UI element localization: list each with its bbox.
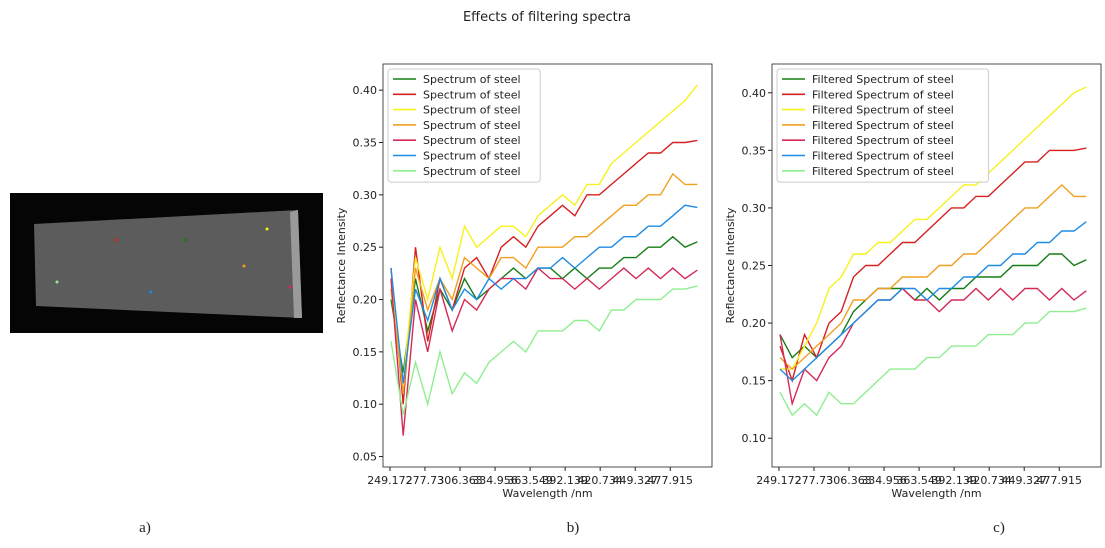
panel-label: a): [139, 520, 151, 536]
y-tick-label: 0.30: [353, 189, 378, 202]
y-tick-label: 0.40: [353, 84, 378, 97]
x-tick-label: 477.915: [1036, 474, 1082, 487]
x-tick-label: 449.327: [612, 474, 658, 487]
spectrum-line: [390, 84, 698, 384]
x-axis-label: Wavelength /nm: [502, 487, 592, 500]
x-tick-label: 277.73: [795, 474, 834, 487]
x-tick-label: 363.549: [896, 474, 942, 487]
spectrum-line: [779, 287, 1087, 407]
legend-label: Filtered Spectrum of steel: [812, 119, 954, 132]
sample-edge: [290, 210, 302, 318]
legend-label: Spectrum of steel: [423, 119, 521, 132]
legend-label: Filtered Spectrum of steel: [812, 150, 954, 163]
x-tick-label: 334.956: [472, 474, 518, 487]
steel-image: [10, 193, 323, 333]
legend-label: Spectrum of steel: [423, 134, 521, 147]
spectrum-line: [390, 285, 698, 415]
legend-label: Spectrum of steel: [423, 104, 521, 117]
panel-label: b): [567, 520, 580, 536]
plot-frame: [382, 63, 713, 468]
legend-label: Filtered Spectrum of steel: [812, 165, 954, 178]
spectrum-line: [779, 221, 1087, 382]
x-tick-label: 392.139: [931, 474, 977, 487]
legend-label: Spectrum of steel: [423, 88, 521, 101]
legend-label: Spectrum of steel: [423, 73, 521, 86]
sample-point: [55, 280, 59, 284]
x-tick-label: 249.172: [756, 474, 802, 487]
sample-point: [242, 264, 246, 268]
y-tick-label: 0.30: [742, 202, 767, 215]
y-tick-label: 0.20: [742, 317, 767, 330]
spectrum-line: [390, 172, 698, 394]
y-tick-label: 0.40: [742, 87, 767, 100]
spectrum-line: [779, 307, 1087, 417]
sample-point: [183, 238, 187, 242]
sample-point: [265, 227, 269, 231]
plot-frame: [771, 63, 1102, 468]
y-tick-label: 0.20: [353, 294, 378, 307]
steel-sample: [34, 210, 302, 318]
y-tick-label: 0.15: [353, 346, 378, 359]
y-tick-label: 0.10: [742, 432, 767, 445]
spectrum-line: [779, 147, 1087, 383]
x-tick-label: 277.73: [406, 474, 445, 487]
y-tick-label: 0.35: [742, 144, 767, 157]
x-tick-label: 420.734: [577, 474, 623, 487]
y-tick-label: 0.25: [742, 260, 767, 273]
spectrum-line: [390, 267, 698, 436]
x-tick-label: 363.549: [507, 474, 553, 487]
y-tick-label: 0.05: [353, 451, 378, 464]
legend-box: [387, 68, 541, 183]
x-axis-label: Wavelength /nm: [891, 487, 981, 500]
legend-label: Spectrum of steel: [423, 165, 521, 178]
y-axis-label: Reflectance Intensity: [335, 207, 348, 323]
legend-box: [776, 68, 990, 183]
figure-title: Effects of filtering spectra: [463, 10, 631, 25]
legend-label: Spectrum of steel: [423, 150, 521, 163]
sample-point: [114, 238, 118, 242]
spectrum-line: [779, 183, 1087, 371]
y-tick-label: 0.25: [353, 241, 378, 254]
x-tick-label: 477.915: [647, 474, 693, 487]
legend-label: Filtered Spectrum of steel: [812, 104, 954, 117]
legend-label: Filtered Spectrum of steel: [812, 134, 954, 147]
legend-label: Filtered Spectrum of steel: [812, 88, 954, 101]
y-tick-label: 0.35: [353, 137, 378, 150]
x-tick-label: 334.956: [861, 474, 907, 487]
legend-label: Filtered Spectrum of steel: [812, 73, 954, 86]
x-tick-label: 392.139: [542, 474, 588, 487]
spectrum-line: [780, 86, 1087, 370]
spectrum-line: [390, 204, 698, 384]
x-tick-label: 306.363: [437, 474, 483, 487]
y-tick-label: 0.15: [742, 375, 767, 388]
y-axis-label: Reflectance Intensity: [724, 207, 737, 323]
x-tick-label: 306.363: [826, 474, 872, 487]
panel-label: c): [993, 520, 1005, 536]
sample-point: [149, 290, 153, 294]
sample-point: [288, 285, 292, 289]
x-tick-label: 249.172: [367, 474, 413, 487]
x-tick-label: 420.734: [966, 474, 1012, 487]
y-tick-label: 0.10: [353, 398, 378, 411]
x-tick-label: 449.327: [1001, 474, 1047, 487]
